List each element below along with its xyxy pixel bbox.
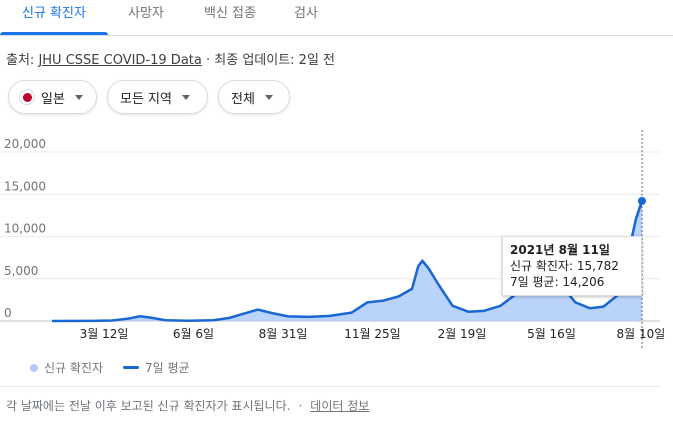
chart-legend: 신규 확진자 7일 평균: [30, 359, 190, 376]
legend-average-swatch: [123, 366, 140, 369]
footer-divider: [0, 386, 660, 387]
x-tick-label: 2월 19일: [438, 327, 487, 341]
legend-average-label: 7일 평균: [145, 361, 190, 375]
tooltip-date: 2021년 8월 11일: [510, 243, 610, 257]
x-tick-label: 6월 6일: [173, 327, 214, 341]
source-separator: ·: [201, 53, 215, 68]
x-tick-label: 3월 12일: [80, 327, 129, 341]
tab-vaccinations[interactable]: 백신 접종: [204, 6, 256, 21]
country-filter[interactable]: 일본: [8, 80, 97, 114]
x-tick-label: 5월 16일: [527, 327, 576, 341]
period-filter-label: 전체: [231, 91, 255, 107]
source-line: 출처: JHU CSSE COVID-19 Data · 최종 업데이트: 2일…: [6, 49, 335, 68]
tab-tests[interactable]: 검사: [294, 6, 318, 21]
region-filter-label: 모든 지역: [120, 91, 172, 107]
y-tick-label: 0: [4, 306, 12, 320]
tab-bar: 신규 확진자 사망자 백신 접종 검사: [0, 0, 673, 36]
source-link[interactable]: JHU CSSE COVID-19 Data: [38, 53, 202, 68]
active-tab-indicator: [0, 32, 108, 35]
hover-point: [638, 196, 646, 205]
tooltip-average: 7일 평균: 14,206: [510, 275, 605, 289]
daily-cases-area: [52, 187, 642, 321]
tab-deaths[interactable]: 사망자: [128, 6, 164, 21]
data-info-link[interactable]: 데이터 정보: [310, 399, 370, 413]
chevron-down-icon: [74, 94, 83, 100]
tab-new-cases[interactable]: 신규 확진자: [22, 6, 86, 21]
legend-daily-label: 신규 확진자: [44, 361, 104, 375]
x-tick-label: 8월 31일: [259, 327, 308, 341]
source-prefix: 출처:: [6, 53, 39, 68]
period-filter[interactable]: 전체: [218, 80, 290, 114]
region-filter[interactable]: 모든 지역: [107, 80, 208, 114]
chevron-down-icon: [264, 94, 273, 100]
legend-daily-swatch: [30, 363, 38, 372]
tooltip-cases: 신규 확진자: 15,782: [510, 259, 619, 273]
chevron-down-icon: [181, 94, 190, 100]
footer: 각 날짜에는 전날 이후 보고된 신규 확진자가 표시됩니다. · 데이터 정보: [6, 397, 369, 414]
y-tick-label: 15,000: [4, 179, 46, 193]
y-tick-label: 20,000: [4, 137, 46, 151]
x-tick-label: 11월 25일: [344, 327, 400, 341]
japan-flag-icon: [19, 89, 35, 105]
footer-note: 각 날짜에는 전날 이후 보고된 신규 확진자가 표시됩니다.: [6, 399, 291, 413]
country-filter-label: 일본: [41, 91, 65, 107]
cases-chart[interactable]: 0 5,000 10,000 15,000 20,000 3월 12일 6월 6일 8월 31…: [0, 125, 673, 355]
x-tick-label: 8월 10일: [617, 327, 666, 341]
y-tick-label: 10,000: [4, 222, 46, 236]
footer-separator: ·: [298, 399, 303, 413]
y-tick-label: 5,000: [4, 264, 38, 278]
last-updated: 최종 업데이트: 2일 전: [214, 53, 335, 68]
chart-tooltip: 2021년 8월 11일 신규 확진자: 15,782 7일 평균: 14,20…: [502, 236, 642, 296]
